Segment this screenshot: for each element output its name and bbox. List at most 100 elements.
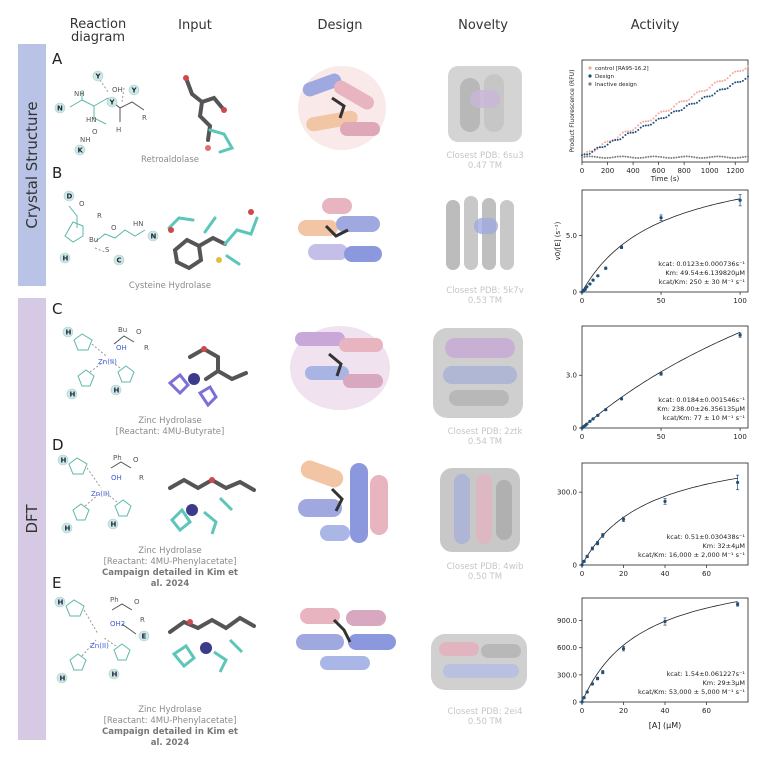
data-point-design [729, 85, 732, 88]
group-b-5: S [105, 246, 110, 254]
data-point [583, 287, 587, 291]
novelty-structure-a [448, 66, 522, 142]
data-point-control [680, 100, 683, 103]
input-molecule-a [183, 75, 235, 154]
data-point-inactive [588, 155, 591, 158]
data-point-inactive [632, 156, 635, 159]
data-point-design [708, 95, 711, 98]
caption-c-line1: Zinc Hydrolase [138, 416, 202, 426]
data-point-design [744, 77, 747, 80]
data-point-inactive [672, 156, 675, 159]
data-point-control [741, 69, 744, 72]
novelty-structure-b [446, 196, 514, 270]
data-point-control [621, 131, 624, 134]
caption-e-line1: Zinc Hydrolase [138, 705, 202, 715]
data-point [663, 619, 667, 624]
pdb-a-id: Closest PDB: 6su3 [446, 151, 524, 161]
input-molecule-b [167, 209, 259, 271]
x-tick-label: 0 [580, 433, 584, 441]
data-point-design [621, 136, 624, 139]
data-point-inactive [703, 156, 706, 159]
residue-b-c-label: C [117, 257, 122, 265]
data-point-inactive [734, 156, 737, 159]
data-point-inactive [644, 156, 647, 159]
caption-b-line1: Cysteine Hydrolase [128, 281, 212, 291]
data-point-inactive [606, 156, 609, 159]
data-point-inactive [698, 156, 701, 159]
x-tick-label: 0 [580, 297, 584, 305]
data-point-design [639, 126, 642, 129]
group-label-crystal: Crystal Structure [23, 101, 41, 229]
data-point-inactive [614, 156, 617, 159]
data-point [591, 278, 595, 282]
residue-e-e-label: E [142, 633, 147, 641]
caption-c-line2: [Reactant: 4MU-Butyrate] [115, 427, 225, 437]
data-point-inactive [598, 156, 601, 159]
caption-d-line3: Campaign detailed in Kim et al. 2024 [95, 568, 245, 590]
data-point-design [629, 131, 632, 134]
data-point-control [660, 110, 663, 113]
y-tick-label: 0 [573, 562, 577, 570]
x-tick-label: 0 [580, 570, 584, 578]
pdb-b: Closest PDB: 5k7v 0.53 TM [435, 286, 535, 306]
group-band-dft: DFT [18, 298, 46, 740]
pdb-b-id: Closest PDB: 5k7v [446, 286, 524, 296]
data-point-control [716, 80, 719, 83]
data-point-control [586, 150, 589, 153]
data-point-control [695, 91, 698, 94]
activity-chart-e: 0 20 40 60 0 300.0 600.0 900.0 kcat: 1.54±0.0612… [557, 597, 749, 730]
novelty-structure-c [433, 328, 523, 418]
residue-d-h1 [57, 454, 69, 466]
x-tick-label: 40 [661, 707, 670, 715]
efficiency-label: kcat/Km: 250 ± 30 M⁻¹ s⁻¹ [659, 278, 746, 286]
residue-e-h2-label: H [60, 675, 66, 683]
data-point-control [734, 70, 737, 73]
data-point-design [698, 99, 701, 102]
x-tick-label: 40 [661, 570, 670, 578]
data-point [601, 533, 605, 537]
data-point-control [747, 65, 749, 68]
fit-curve [581, 477, 738, 566]
kcat-label: kcat: 0.51±0.030438s⁻¹ [667, 533, 746, 541]
data-point-inactive [721, 155, 724, 158]
data-point-inactive [667, 156, 670, 159]
data-point [595, 676, 600, 681]
data-point-inactive [690, 155, 693, 158]
data-point-design [670, 112, 673, 115]
y-tick-label: 0 [573, 289, 577, 297]
x-tick-label: 60 [702, 570, 711, 578]
data-point [659, 216, 663, 220]
data-point-inactive [629, 156, 632, 159]
data-point-inactive [739, 156, 742, 159]
reaction-diagram-c: H H H Bu O OH R Zn(II) [62, 326, 149, 400]
group-d-1: O [133, 456, 139, 464]
data-point-inactive [647, 155, 650, 158]
kcat-label: kcat: 0.0184±0.001546s⁻¹ [658, 396, 745, 404]
residue-d-h3 [107, 518, 119, 530]
y-tick-label: 300.0 [557, 489, 577, 497]
design-structure-d [298, 460, 388, 543]
group-a-1: HN [86, 116, 97, 124]
design-structure-c [290, 326, 390, 410]
data-point-control [703, 89, 706, 92]
data-point-design [718, 88, 721, 91]
group-c-0: Bu [118, 326, 127, 334]
x-tick-label: 20 [619, 570, 628, 578]
caption-e: Zinc Hydrolase [Reactant: 4MU-Phenylacet… [95, 705, 245, 749]
data-point-inactive [741, 156, 744, 159]
x-tick-label: 0 [580, 167, 584, 175]
novelty-structure-d [440, 468, 520, 552]
x-tick-label: 1200 [726, 167, 744, 175]
y-tick-label: 300.0 [557, 671, 577, 679]
residue-a-y3 [106, 96, 118, 108]
residue-c-h2-label: H [70, 391, 76, 399]
data-point-design [688, 103, 691, 106]
data-point-inactive [621, 155, 624, 158]
data-point-control [665, 110, 668, 113]
activity-chart-a: 0 200 400 600 800 1000 1200 control [RA95-16.2]… [569, 59, 749, 182]
pdb-c-id: Closest PDB: 2ztk [447, 427, 523, 437]
data-point-control [644, 120, 647, 123]
data-point-control [693, 93, 696, 96]
residue-d-h1-label: H [61, 457, 67, 465]
data-point [619, 397, 624, 401]
